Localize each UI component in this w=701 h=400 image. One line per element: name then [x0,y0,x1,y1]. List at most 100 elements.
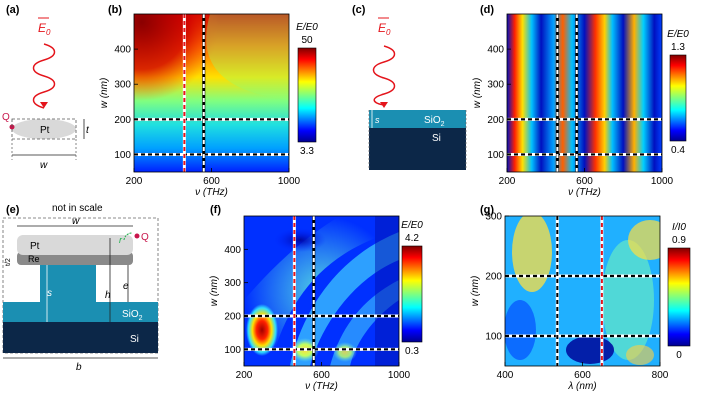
pt-label-e: Pt [30,241,40,252]
xlabel-b: ν (THz) [195,187,228,198]
ylabel-f: w (nm) [209,276,220,307]
colorbar-title-d: E/E0 [667,29,689,40]
colorbar-max-b: 50 [301,35,313,46]
sio2-label-c: SiO2 [424,115,445,128]
base-label-e: b [76,362,82,373]
colorbar-f [401,245,423,343]
heatmap-d [507,14,662,172]
xtick-label-d-1000: 1000 [651,176,674,187]
heatmap-d-field [507,14,662,172]
colorbar-min-f: 0.3 [405,346,419,357]
panel-c-schematic: E0 SiO2 Si s [368,17,467,170]
ytick-label-b-100: 100 [114,150,131,161]
xlabel-f: ν (THz) [305,381,338,392]
bounding-box-a [11,118,77,140]
pt-particle [12,119,76,139]
re-label-e: Re [28,254,40,264]
xtick-label-b-600: 600 [203,176,220,187]
heatmap-g [505,216,660,366]
width-label-a: w [40,160,48,171]
panel-label-e: (e) [6,204,20,216]
ytick-label-f-100: 100 [224,345,241,356]
colorbar-title-b: E/E0 [296,22,318,33]
wave-icon-c [372,45,396,106]
arrow-head-icon-a [40,102,48,108]
si-layer-e [3,322,158,353]
si-layer-c [369,128,466,170]
ytick-label-b-300: 300 [114,80,131,91]
colorbar-title-g: I/I0 [672,222,686,233]
si-label-c: Si [432,133,441,144]
half-thickness-label-e: t/2 [5,258,12,266]
heatmap-b [134,14,289,172]
ytick-label-f-200: 200 [224,312,241,323]
xtick-label-g-800: 800 [652,370,669,381]
point-q-label-e: Q [141,232,149,243]
panel-label-a: (a) [6,4,20,16]
panel-label-b: (b) [108,4,122,16]
ytick-label-d-400: 400 [487,45,504,56]
ylabel-b: w (nm) [99,78,110,109]
ytick-label-d-100: 100 [487,150,504,161]
colorbar-max-d: 1.3 [671,42,685,53]
incident-field-label-c: E0 [378,21,391,37]
heatmap-g-blob-2 [602,240,654,360]
panel-label-f: (f) [210,204,221,216]
xtick-label-d-600: 600 [576,176,593,187]
colorbar-max-f: 4.2 [405,233,419,244]
ytick-label-d-200: 200 [487,115,504,126]
height-label-e: h [105,290,111,301]
heatmap-f-tertiary [333,342,357,362]
ytick-label-b-400: 400 [114,45,131,56]
radius-arc-e [123,232,133,241]
ylabel-g: w (nm) [470,276,481,307]
xtick-label-b-200: 200 [126,176,143,187]
colorbar-d [669,54,687,142]
not-in-scale-note: not in scale [52,203,103,214]
heatmap-b-hotspot [134,14,289,172]
xtick-label-d-200: 200 [499,176,516,187]
ytick-label-g-200: 200 [485,272,502,283]
sio2-layer-e [3,302,158,322]
colorbar-min-b: 3.3 [300,146,314,157]
heatmap-g-blob-4 [626,345,654,365]
chart-overlays: 200 600 1000 100 200 300 400 ν (THz) w (nm) E/E0 5… [99,13,691,392]
sio2-label-e: SiO2 [122,309,143,322]
colorbar-title-f: E/E0 [401,220,423,231]
ytick-label-g-100: 100 [485,332,502,343]
arrow-head-icon-c [380,102,388,108]
pillar-label-e: e [123,281,129,292]
heatmap-f-dark-region [274,228,326,252]
radius-label-e: r [119,235,123,245]
pillar-e [40,262,96,302]
xtick-label-b-1000: 1000 [278,176,301,187]
heatmap-f-band-2 [290,232,399,366]
heatmap-f-dark-edge [375,216,399,366]
panel-e-schematic: not in scale Pt Re w r Q t/2 s h e SiO2 … [2,203,159,373]
xtick-label-f-200: 200 [236,370,253,381]
heatmap-g-dark-2 [505,300,536,360]
colorbar-g [667,247,691,347]
xtick-label-g-600: 600 [574,370,591,381]
panel-label-g: (g) [480,204,494,216]
xlabel-g: λ (nm) [567,381,596,392]
spacer-label-e: s [47,288,52,299]
panel-a-schematic: E0 Pt Q w t [2,17,90,171]
xtick-label-f-600: 600 [313,370,330,381]
xlabel-d: ν (THz) [568,187,601,198]
si-label-e: Si [130,334,139,345]
pt-layer-e [17,235,133,255]
colorbar-min-d: 0.4 [671,145,685,156]
ytick-label-f-400: 400 [224,245,241,256]
colorbar-max-g: 0.9 [672,235,686,246]
heatmap-g-blob-3 [628,220,660,260]
re-layer-e [17,252,133,265]
incident-field-label-a: E0 [38,21,51,37]
panel-label-d: (d) [480,4,494,16]
ytick-label-d-300: 300 [487,80,504,91]
heatmap-g-dark-1 [566,336,614,364]
ytick-label-g-300: 300 [485,212,502,223]
pt-label-a: Pt [40,125,50,136]
wave-icon-a [32,43,56,109]
